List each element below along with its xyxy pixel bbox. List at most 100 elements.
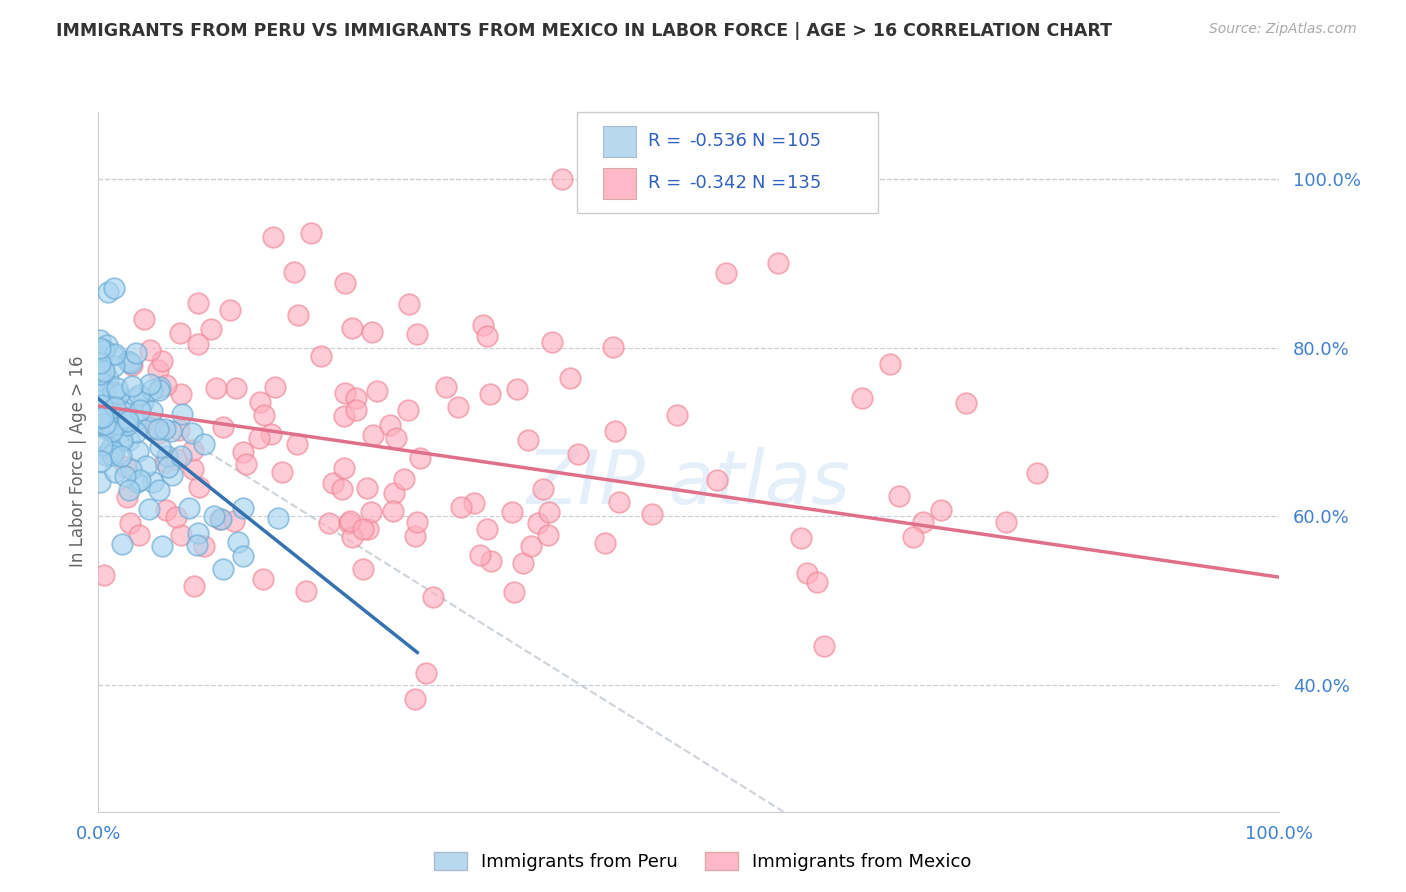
Point bbox=[911, 515, 934, 529]
Point bbox=[361, 428, 384, 442]
Point bbox=[218, 302, 240, 317]
Point bbox=[148, 425, 170, 440]
Point bbox=[607, 494, 630, 508]
Point bbox=[138, 501, 160, 516]
Point bbox=[118, 483, 141, 497]
Point bbox=[165, 509, 187, 524]
Point bbox=[352, 522, 374, 536]
Point bbox=[104, 465, 127, 479]
Point bbox=[153, 455, 176, 469]
Point bbox=[93, 343, 115, 358]
Point bbox=[398, 297, 420, 311]
Point bbox=[209, 511, 232, 525]
Point bbox=[249, 432, 271, 446]
Point bbox=[93, 411, 115, 425]
Point bbox=[100, 448, 122, 462]
Point bbox=[531, 482, 554, 496]
Point bbox=[90, 374, 112, 388]
Point bbox=[150, 539, 173, 553]
Point bbox=[181, 462, 204, 476]
Point bbox=[115, 410, 138, 425]
Point bbox=[96, 419, 118, 434]
Point bbox=[101, 385, 124, 400]
Point bbox=[125, 346, 148, 360]
Point bbox=[384, 431, 406, 445]
Point bbox=[96, 414, 118, 428]
Legend: Immigrants from Peru, Immigrants from Mexico: Immigrants from Peru, Immigrants from Me… bbox=[427, 846, 979, 879]
Point bbox=[157, 459, 180, 474]
Point bbox=[118, 433, 141, 447]
Point bbox=[366, 384, 388, 398]
Point bbox=[381, 504, 404, 518]
Text: 135: 135 bbox=[787, 174, 821, 193]
Point bbox=[100, 441, 122, 455]
Text: -0.536: -0.536 bbox=[689, 132, 747, 150]
Point bbox=[342, 321, 364, 335]
Point bbox=[806, 574, 828, 589]
Point bbox=[156, 449, 179, 463]
Point bbox=[107, 435, 129, 450]
Point bbox=[101, 424, 124, 438]
Point bbox=[169, 450, 191, 464]
Point bbox=[356, 481, 378, 495]
Point bbox=[114, 468, 136, 483]
Point bbox=[96, 419, 118, 434]
Point bbox=[94, 421, 117, 435]
Point bbox=[118, 355, 141, 369]
Point bbox=[91, 410, 114, 425]
Point bbox=[193, 539, 215, 553]
Point bbox=[129, 403, 152, 417]
Point bbox=[333, 461, 356, 475]
Point bbox=[127, 444, 149, 458]
Point bbox=[333, 409, 356, 423]
Point bbox=[193, 437, 215, 451]
Point bbox=[105, 417, 128, 432]
Point bbox=[225, 381, 247, 395]
Point bbox=[128, 388, 150, 402]
Point bbox=[527, 516, 550, 531]
Point bbox=[309, 349, 332, 363]
Point bbox=[346, 391, 368, 405]
Point bbox=[112, 405, 135, 419]
Point bbox=[361, 325, 384, 339]
Text: R =: R = bbox=[648, 174, 686, 193]
Point bbox=[162, 467, 184, 482]
Point bbox=[105, 417, 128, 432]
Point bbox=[89, 356, 111, 370]
Point bbox=[271, 465, 294, 479]
Point bbox=[352, 562, 374, 576]
Point bbox=[141, 383, 163, 397]
Point bbox=[222, 514, 245, 528]
Point bbox=[283, 265, 305, 279]
Point bbox=[235, 458, 257, 472]
Text: R =: R = bbox=[648, 132, 686, 150]
Point bbox=[450, 500, 472, 514]
Point bbox=[139, 377, 162, 392]
Point bbox=[333, 386, 356, 401]
Point bbox=[105, 381, 128, 395]
Point bbox=[104, 401, 127, 415]
Point bbox=[107, 386, 129, 401]
Point bbox=[357, 522, 380, 536]
Point bbox=[879, 357, 901, 371]
Point bbox=[141, 416, 163, 430]
Point bbox=[170, 387, 193, 401]
Point bbox=[103, 359, 125, 373]
Point bbox=[117, 490, 139, 504]
Point bbox=[169, 424, 191, 438]
Point bbox=[103, 385, 125, 400]
Point bbox=[120, 356, 142, 370]
Point bbox=[115, 417, 138, 432]
Point bbox=[478, 387, 501, 401]
Point bbox=[89, 475, 111, 489]
Point bbox=[89, 341, 111, 355]
Point bbox=[110, 450, 132, 464]
Point bbox=[796, 566, 818, 580]
Point bbox=[605, 424, 627, 438]
Point bbox=[706, 474, 728, 488]
Point bbox=[264, 380, 287, 394]
Point bbox=[226, 535, 249, 549]
Point bbox=[187, 295, 209, 310]
Point bbox=[103, 348, 125, 362]
Point bbox=[813, 639, 835, 653]
